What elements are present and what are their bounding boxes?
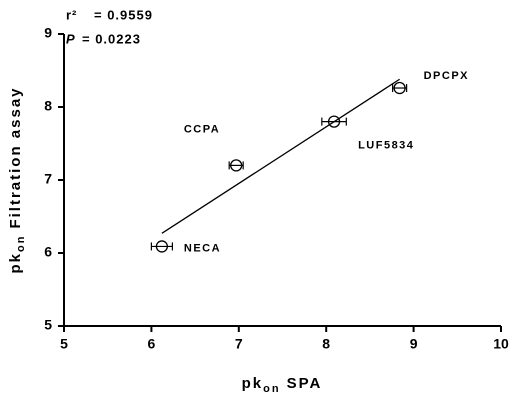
x-tick-label: 10	[493, 336, 509, 352]
x-label-sub: on	[263, 383, 280, 395]
fit-line	[161, 78, 400, 234]
x-tick-label: 7	[235, 336, 243, 352]
y-tick-label: 9	[44, 25, 52, 41]
x-tick-label: 9	[410, 336, 418, 352]
y-label-part: pk	[7, 252, 24, 274]
point	[327, 115, 341, 128]
annotation-text: = 0.9559	[94, 7, 153, 22]
point	[230, 159, 243, 172]
annotation-text: = 0.0223	[82, 31, 141, 46]
point-label: DPCPX	[424, 70, 469, 82]
point-label: CCPA	[184, 123, 220, 135]
x-tick-label: 8	[322, 336, 330, 352]
y-tick-label: 7	[44, 171, 52, 187]
y-tick-label: 8	[44, 98, 52, 114]
x-axis-label: pkon SPA	[242, 375, 323, 395]
y-label-sub: on	[15, 235, 27, 252]
point	[393, 81, 406, 95]
annotation-p: P = 0.0223	[66, 31, 141, 46]
annotation-label: P	[66, 31, 76, 46]
x-label-part: SPA	[287, 375, 323, 392]
x-tick-label: 6	[148, 336, 156, 352]
y-label-part: Filtration assay	[7, 86, 24, 228]
point-label: LUF5834	[358, 140, 414, 152]
x-label-part: pk	[242, 375, 264, 392]
point	[155, 240, 169, 253]
y-tick-label: 5	[44, 317, 52, 333]
annotation-r2: r² = 0.9559	[66, 7, 153, 22]
y-tick-label: 6	[44, 244, 52, 260]
annotation-label: r²	[66, 7, 77, 22]
x-tick-label: 5	[60, 336, 68, 352]
point-label: NECA	[184, 242, 221, 254]
y-axis-label: pkon Filtration assay	[7, 86, 27, 273]
